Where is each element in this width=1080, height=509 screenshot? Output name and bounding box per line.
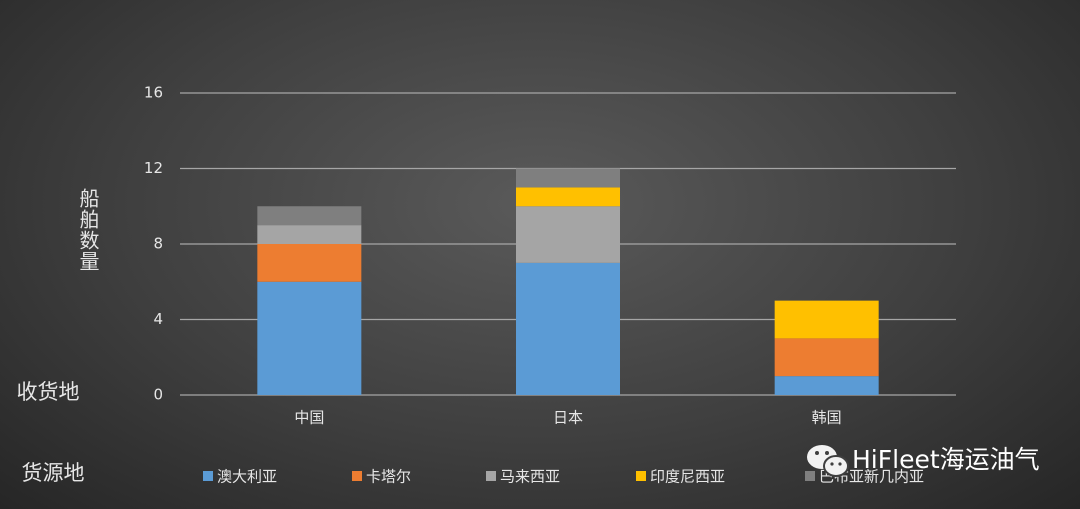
bar-segment xyxy=(516,262,620,395)
legend-label: 澳大利亚 xyxy=(217,468,277,486)
y-tick-label: 16 xyxy=(144,84,163,102)
bar-segment xyxy=(774,300,879,339)
x-tick-label: 日本 xyxy=(553,409,583,427)
x-caption: 收货地 xyxy=(17,380,80,404)
bar-segment xyxy=(774,376,879,395)
legend-marker xyxy=(203,471,213,481)
legend-label: 印度尼西亚 xyxy=(650,468,725,486)
watermark: HiFleet海运油气 xyxy=(852,445,1040,474)
y-tick-label: 0 xyxy=(153,386,163,404)
y-tick-label: 8 xyxy=(153,235,163,253)
legend-marker xyxy=(352,471,362,481)
bar-segment xyxy=(516,168,620,188)
y-axis-label: 船舶数量 xyxy=(76,188,100,272)
bar-segment xyxy=(257,225,362,244)
legend-label: 马来西亚 xyxy=(500,468,560,486)
bar-segment xyxy=(257,206,362,226)
watermark-icon xyxy=(807,445,849,477)
legend-marker xyxy=(486,471,496,481)
bar-segment xyxy=(257,281,362,395)
bar-segment xyxy=(774,338,879,377)
legend-label: 卡塔尔 xyxy=(366,468,411,486)
bar-segment xyxy=(516,187,620,207)
legend-marker xyxy=(805,471,815,481)
y-tick-label: 12 xyxy=(144,159,163,177)
bar-segment xyxy=(516,206,620,263)
x-tick-label: 中国 xyxy=(294,409,324,427)
bar-segment xyxy=(257,244,362,282)
x-tick-label: 韩国 xyxy=(812,409,842,427)
legend-caption: 货源地 xyxy=(22,461,85,485)
y-tick-label: 4 xyxy=(153,310,163,328)
legend-marker xyxy=(636,471,646,481)
